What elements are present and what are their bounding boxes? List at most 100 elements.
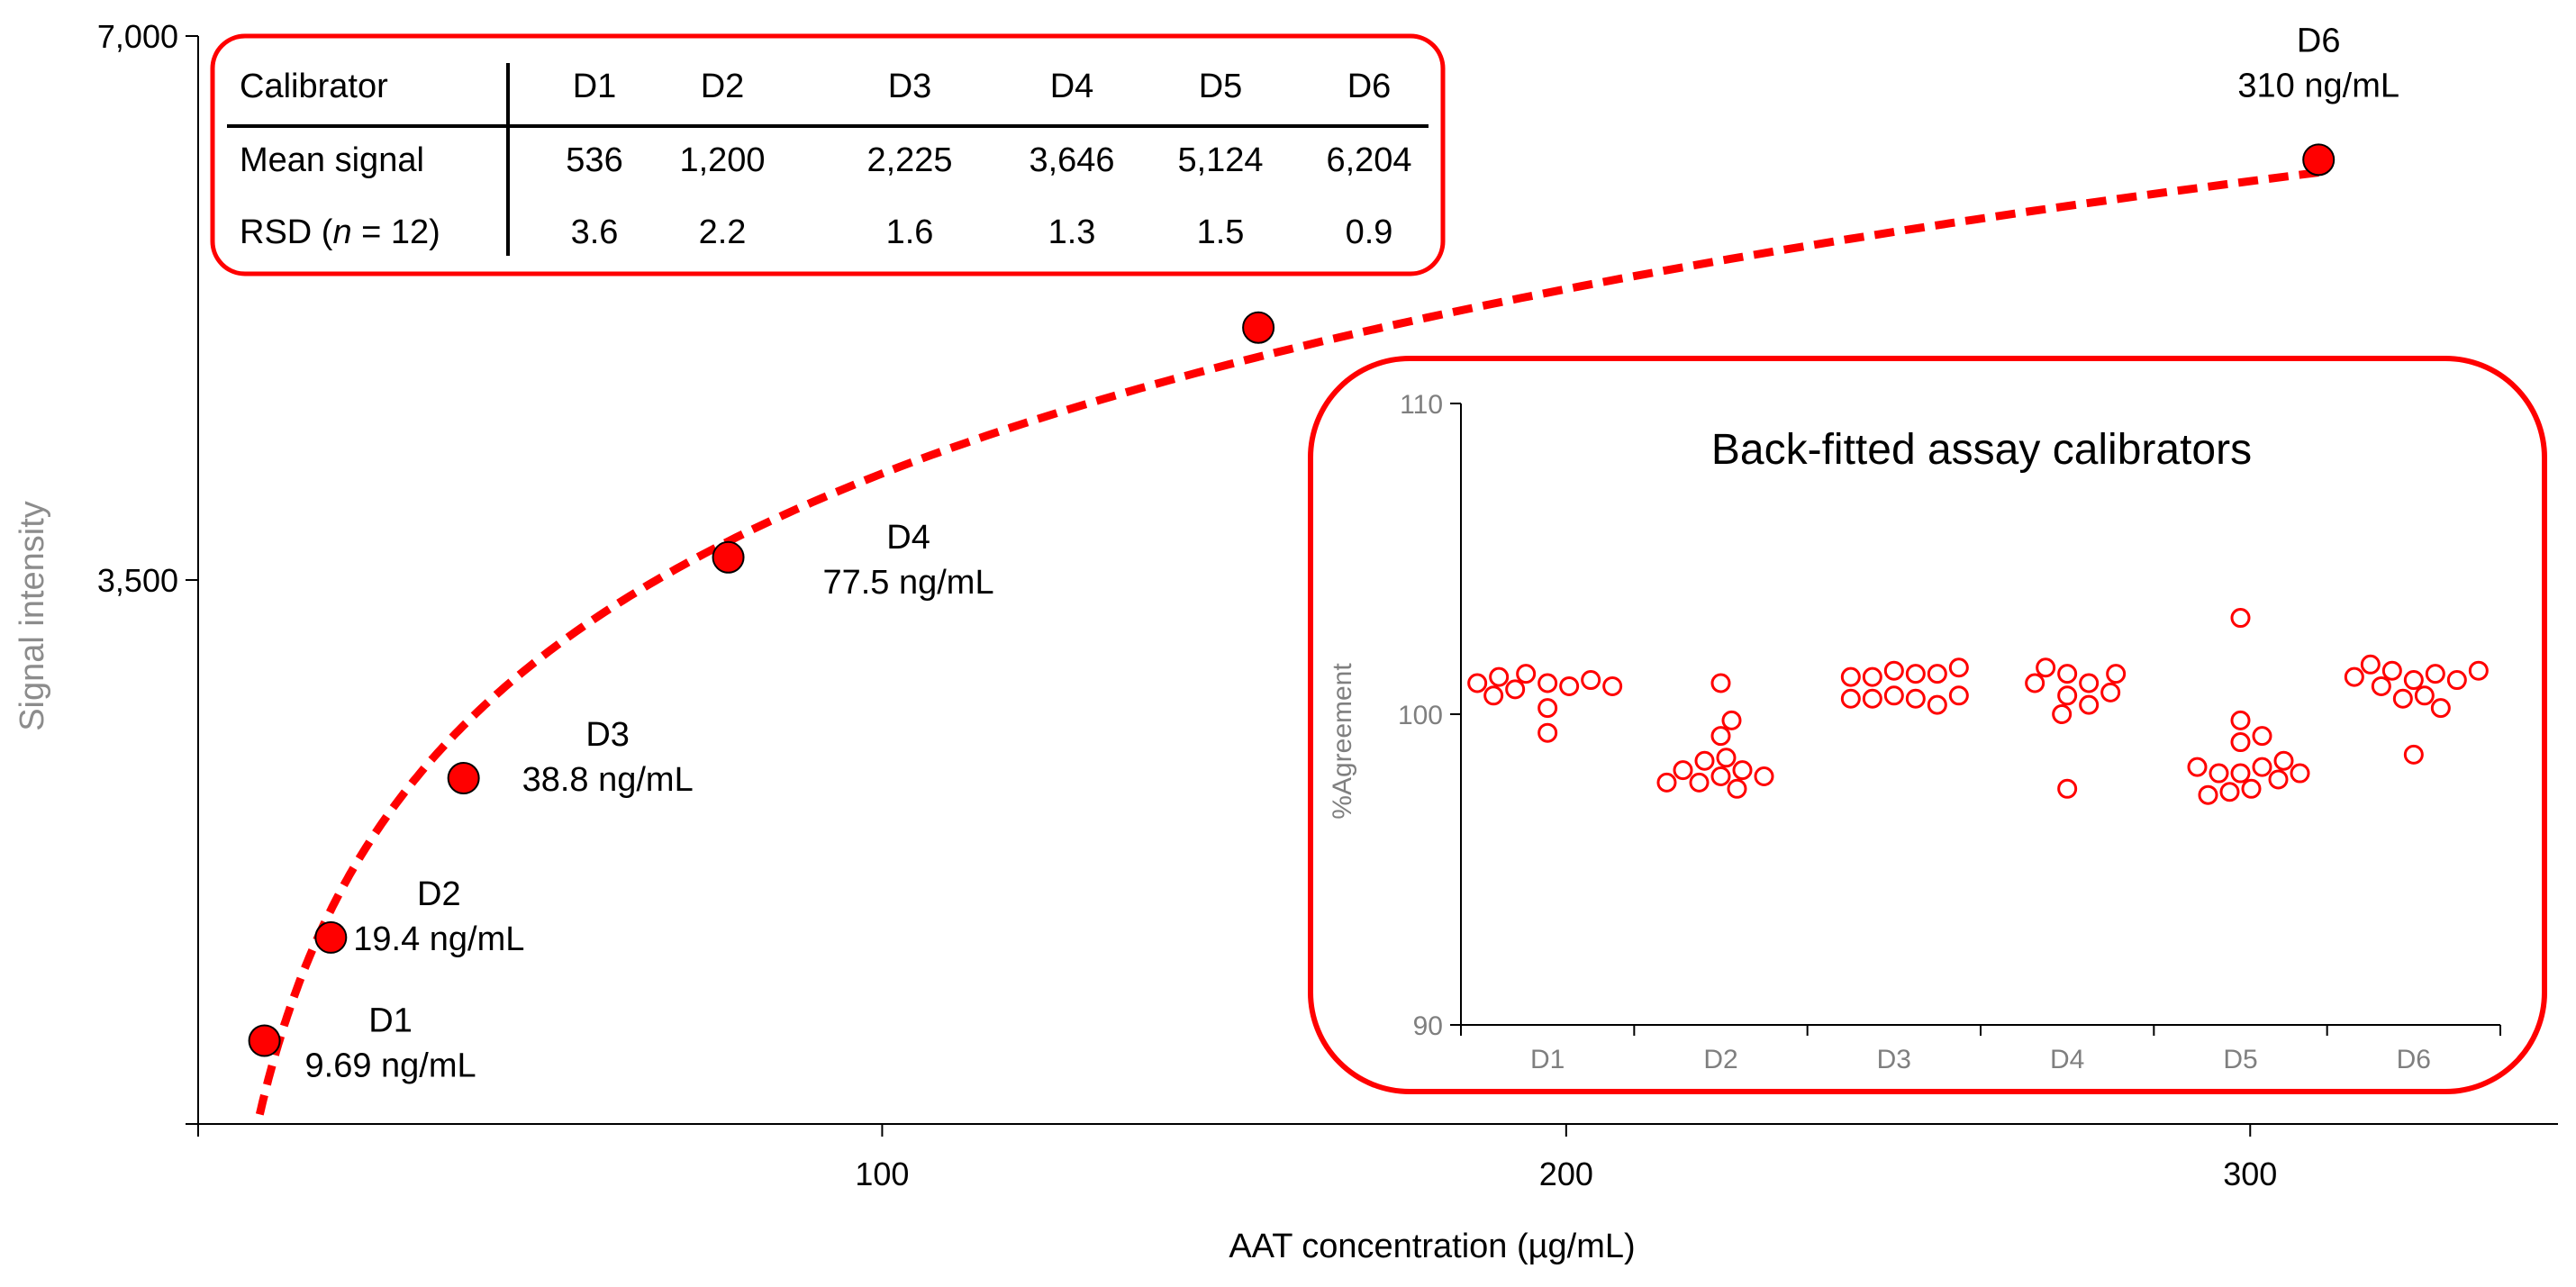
calibrator-point-d5 <box>1242 311 1275 344</box>
inset-title: Back-fitted assay calibrators <box>1711 426 2252 474</box>
agreement-point-d5 <box>2198 784 2218 805</box>
agreement-point-d4 <box>2052 704 2073 724</box>
agreement-point-d5 <box>2268 769 2289 790</box>
agreement-point-d3 <box>1840 688 1861 709</box>
inset-frame <box>1308 356 2547 1094</box>
table-cell: 5,124 <box>1177 141 1263 179</box>
inset-y-axis-title: %Agreement <box>1328 663 1357 820</box>
calibrator-labels: D1 9.69 ng/mL D2 19.4 ng/mL D3 38.8 ng/mL D4 77… <box>305 22 2399 1084</box>
agreement-point-d5 <box>2230 710 2251 730</box>
agreement-point-d2 <box>1727 778 1747 799</box>
agreement-point-d1 <box>1516 664 1537 684</box>
table-cell: 536 <box>566 141 622 179</box>
agreement-point-d4 <box>2036 657 2056 678</box>
agreement-point-d6 <box>2371 675 2391 696</box>
agreement-point-d5 <box>2273 750 2294 771</box>
agreement-point-d4 <box>2106 664 2127 684</box>
agreement-point-d3 <box>1862 666 1882 687</box>
table-column-header: D1 <box>573 68 617 105</box>
inset-chart: 90 100 110 %Agreement Back-fitted assay cali… <box>1308 356 2547 1094</box>
agreement-point-d1 <box>1537 698 1558 719</box>
table-cell: 1,200 <box>679 141 765 179</box>
table-column-header: D6 <box>1347 68 1392 105</box>
agreement-point-d4 <box>2025 673 2045 693</box>
table-column-header: D2 <box>701 68 745 105</box>
table-row-label: RSD (n = 12) <box>240 213 440 251</box>
agreement-point-d6 <box>2403 744 2424 765</box>
agreement-point-d5 <box>2290 763 2310 784</box>
x-tick-label: 300 <box>2223 1156 2277 1192</box>
agreement-point-d3 <box>1840 666 1861 687</box>
main-axes: 3,500 7,000 100 200 300 <box>97 18 2558 1192</box>
table-column-header: D3 <box>888 68 932 105</box>
row-label-text: RSD ( <box>240 213 333 251</box>
table-cell: 0.9 <box>1346 213 1393 251</box>
agreement-point-d2 <box>1710 673 1731 693</box>
table-cell: 1.5 <box>1197 213 1245 251</box>
agreement-point-d5 <box>2209 763 2229 784</box>
agreement-point-d1 <box>1602 675 1623 696</box>
agreement-point-d2 <box>1716 748 1737 768</box>
agreement-point-d4 <box>2057 685 2078 706</box>
agreement-point-d6 <box>2360 654 2381 675</box>
table-frame <box>210 33 1446 276</box>
x-axis-title: AAT concentration (µg/mL) <box>1229 1228 1635 1265</box>
agreement-point-d2 <box>1754 766 1774 786</box>
inset-category-label: D4 <box>2050 1045 2084 1074</box>
agreement-point-d3 <box>1862 688 1882 709</box>
agreement-point-d3 <box>1927 694 1947 715</box>
agreement-point-d3 <box>1927 664 1947 684</box>
point-name-label: D4 <box>886 519 930 557</box>
point-concentration-label: 19.4 ng/mL <box>353 920 524 958</box>
table-cell: 1.3 <box>1048 213 1096 251</box>
agreement-point-d3 <box>1883 660 1904 681</box>
table-cell: 3.6 <box>571 213 619 251</box>
agreement-point-d6 <box>2446 670 2467 691</box>
inset-category-label: D1 <box>1530 1045 1565 1074</box>
agreement-point-d1 <box>1467 673 1488 693</box>
agreement-point-d5 <box>2187 757 2208 777</box>
calibrator-table: Calibrator D1 D2 D3 D4 D5 D6 Mean signal 536 1,20… <box>210 33 1446 276</box>
agreement-point-d5 <box>2241 778 2262 799</box>
agreement-point-d1 <box>1489 666 1510 687</box>
calibrator-point-d1 <box>248 1024 281 1057</box>
agreement-point-d6 <box>2425 664 2445 684</box>
point-name-label: D2 <box>417 875 461 913</box>
agreement-point-d3 <box>1905 688 1926 709</box>
agreement-point-d5 <box>2252 726 2272 747</box>
inset-category-label: D5 <box>2223 1045 2257 1074</box>
agreement-point-d2 <box>1689 772 1710 793</box>
point-concentration-label: 38.8 ng/mL <box>522 761 694 799</box>
y-tick-label: 7,000 <box>97 18 178 55</box>
table-cell: 6,204 <box>1326 141 1411 179</box>
y-axis-title: Signal intensity <box>14 501 51 731</box>
table-column-header: D5 <box>1199 68 1243 105</box>
agreement-point-d2 <box>1694 750 1715 771</box>
agreement-point-d2 <box>1710 766 1731 786</box>
calibrator-point-d2 <box>314 920 348 954</box>
table-cell: 2.2 <box>699 213 747 251</box>
point-concentration-label: 310 ng/mL <box>2237 67 2399 104</box>
fit-curve <box>255 168 2319 1116</box>
agreement-point-d4 <box>2079 694 2100 715</box>
inset-category-label: D2 <box>1703 1045 1737 1074</box>
agreement-point-d2 <box>1673 760 1693 781</box>
row-label-italic: n <box>332 213 351 251</box>
agreement-point-d4 <box>2057 664 2078 684</box>
table-row-label: Mean signal <box>240 141 424 179</box>
calibrator-point-d6 <box>2302 143 2336 177</box>
agreement-point-d3 <box>1948 685 1969 706</box>
inset-y-tick-label: 100 <box>1398 701 1443 730</box>
table-cell: 2,225 <box>866 141 952 179</box>
agreement-point-d1 <box>1581 670 1601 691</box>
point-concentration-label: 77.5 ng/mL <box>822 564 993 602</box>
row-label-suffix: = 12) <box>352 213 440 251</box>
agreement-point-d2 <box>1656 772 1677 793</box>
agreement-point-d3 <box>1905 664 1926 684</box>
point-concentration-label: 9.69 ng/mL <box>305 1047 476 1085</box>
agreement-point-d6 <box>2468 660 2489 681</box>
agreement-point-d6 <box>2403 670 2424 691</box>
agreement-point-d2 <box>1721 710 1742 730</box>
point-name-label: D6 <box>2297 22 2341 59</box>
